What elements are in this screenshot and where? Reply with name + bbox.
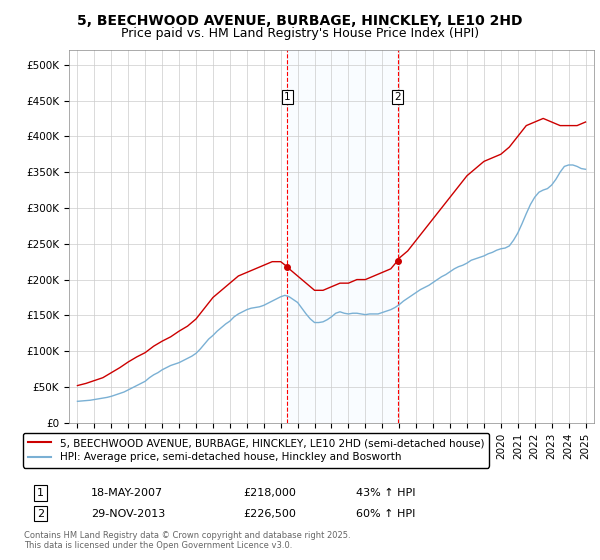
Bar — [287, 50, 398, 423]
Text: 43% ↑ HPI: 43% ↑ HPI — [356, 488, 416, 498]
Legend: 5, BEECHWOOD AVENUE, BURBAGE, HINCKLEY, LE10 2HD (semi-detached house), HPI: Ave: 5, BEECHWOOD AVENUE, BURBAGE, HINCKLEY, … — [23, 433, 490, 468]
Text: 60% ↑ HPI: 60% ↑ HPI — [356, 508, 416, 519]
Text: 18-MAY-2007: 18-MAY-2007 — [91, 488, 163, 498]
Text: 1: 1 — [37, 488, 44, 498]
Text: Price paid vs. HM Land Registry's House Price Index (HPI): Price paid vs. HM Land Registry's House … — [121, 27, 479, 40]
Text: 5, BEECHWOOD AVENUE, BURBAGE, HINCKLEY, LE10 2HD: 5, BEECHWOOD AVENUE, BURBAGE, HINCKLEY, … — [77, 14, 523, 28]
Text: Contains HM Land Registry data © Crown copyright and database right 2025.
This d: Contains HM Land Registry data © Crown c… — [23, 530, 350, 550]
Text: £218,000: £218,000 — [244, 488, 296, 498]
Text: 2: 2 — [37, 508, 44, 519]
Text: 2: 2 — [394, 92, 401, 102]
Text: 29-NOV-2013: 29-NOV-2013 — [91, 508, 166, 519]
Text: £226,500: £226,500 — [244, 508, 296, 519]
Text: 1: 1 — [284, 92, 290, 102]
